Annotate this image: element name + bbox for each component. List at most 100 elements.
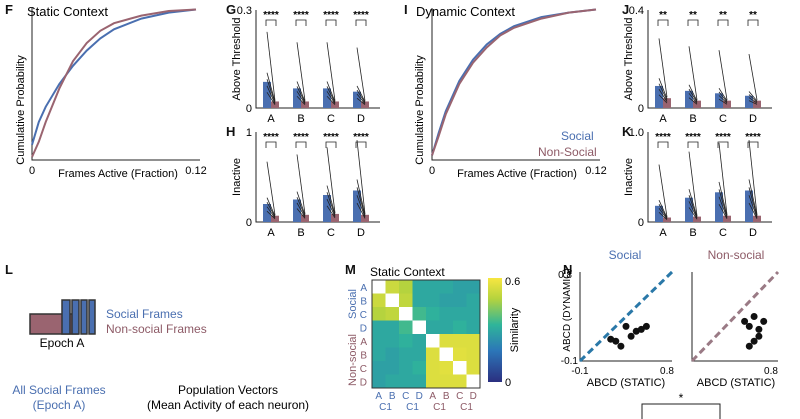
- j-sig-d: **: [749, 10, 757, 21]
- g-pair-line-d-4: [356, 47, 366, 101]
- heatmap-cell-7-4: [426, 374, 440, 389]
- g-bar-social-b: [293, 88, 301, 108]
- panel-n-sig-bracket: [641, 403, 721, 419]
- k-tick-c: C: [719, 227, 727, 239]
- g-bar-social-a: [263, 81, 271, 108]
- heatmap-cell-0-3: [412, 280, 427, 294]
- panel-n-right-identity-line: [690, 270, 780, 363]
- k-pair-line-d-4: [748, 140, 758, 216]
- g-pair-line-b-0: [296, 95, 306, 106]
- heatmap-cell-3-3: [412, 320, 427, 335]
- heatmap-cell-6-2: [399, 361, 413, 375]
- heatmap-cell-2-4: [426, 307, 440, 321]
- group-nonsocial-label: Non-social: [347, 334, 359, 386]
- k-pair-line-a-3: [658, 199, 668, 218]
- h-bar-social-c: [323, 195, 331, 222]
- panel-n-points: [607, 313, 768, 350]
- j-sig-bracket-d: [747, 19, 759, 26]
- g-pair-line-c-4: [326, 42, 336, 101]
- panel-n-ymin: -0.1: [561, 356, 579, 367]
- heatmap-cell-7-2: [399, 374, 413, 389]
- h-pair-line-b-3: [296, 191, 306, 216]
- j-ymin: 0: [638, 103, 644, 115]
- g-pair-line-a-3: [266, 72, 276, 102]
- heatmap-cell-0-7: [466, 280, 481, 294]
- heatmap-grid: [371, 279, 481, 389]
- heatmap-cell-5-6: [453, 347, 467, 362]
- k-ymax: 1.0: [629, 127, 644, 139]
- n-right-point-3: [741, 317, 749, 325]
- f-series-nonsocial-line: [31, 8, 197, 158]
- heatmap-col-label-7: D: [470, 391, 477, 402]
- heatmap-cell-1-3: [412, 293, 427, 308]
- heatmap-cell-6-5: [439, 361, 454, 375]
- g-sig-bracket-b: [295, 19, 307, 26]
- h-tick-b: B: [297, 227, 304, 239]
- k-bar-social-b: [685, 197, 693, 222]
- g-pair-line-c-0: [326, 95, 336, 106]
- k-pair-line-a-4: [658, 164, 668, 218]
- panel-i: Dynamic Context Cumulative Probability 0…: [414, 4, 607, 180]
- colorbar-min: 0: [505, 377, 511, 389]
- panel-letter-j: J: [622, 2, 630, 17]
- heatmap-cell-4-6: [453, 334, 467, 348]
- heatmap-cell-4-2: [399, 334, 413, 348]
- panel-m: Static Context 0.6 0 Similarity Social N…: [347, 265, 521, 413]
- g-pair-line-c-2: [326, 86, 336, 103]
- k-pair-line-c-4: [718, 142, 728, 216]
- h-sig-d: ****: [353, 132, 369, 143]
- g-pair-line-a-2: [266, 79, 276, 103]
- h-pair-line-a-4: [266, 161, 276, 216]
- g-pair-line-d-1: [356, 93, 366, 105]
- heatmap-cell-7-3: [412, 374, 427, 389]
- heatmap-cell-4-5: [439, 334, 454, 348]
- panel-n-ylabel: ABCD (DYNAMIC): [562, 268, 573, 351]
- heatmap-cell-5-0: [372, 347, 386, 362]
- panel-f-x0: 0: [29, 165, 35, 177]
- k-pair-line-d-2: [748, 187, 758, 218]
- j-pair-line-b-0: [688, 97, 698, 105]
- heatmap-cell-2-7: [466, 307, 481, 321]
- h-pair-line-c-4: [326, 147, 336, 214]
- h-sig-c: ****: [323, 132, 339, 143]
- heatmap-cell-4-7: [466, 334, 481, 348]
- heatmap-cell-0-0: [372, 280, 386, 294]
- j-tick-c: C: [719, 113, 727, 125]
- heatmap-row-label-2: C: [360, 310, 367, 321]
- heatmap-cell-0-6: [453, 280, 467, 294]
- g-pair-line-b-3: [296, 81, 306, 102]
- panel-letter-k: K: [622, 124, 632, 139]
- panel-f-axes: [31, 8, 200, 161]
- i-series-nonsocial-line: [431, 8, 597, 156]
- g-ylabel: Above Threshold: [231, 18, 243, 101]
- social-frame-bar-2: [71, 299, 80, 335]
- panel-i-ylabel: Cumulative Probability: [414, 55, 426, 165]
- panel-letter-i: I: [404, 2, 408, 17]
- h-pair-line-d-2: [356, 187, 366, 217]
- nonsocial-frames-label: Non-social Frames: [106, 322, 207, 336]
- h-pair-line-d-4: [356, 140, 366, 215]
- heatmap-row-label-7: D: [360, 377, 367, 388]
- panel-f-x1: 0.12: [185, 165, 206, 177]
- panel-f-lines: [31, 8, 197, 158]
- panel-letter-m: M: [345, 262, 356, 277]
- j-sig-bracket-a: [657, 19, 669, 26]
- heatmap-col-label-5: B: [443, 391, 450, 402]
- n-right-point-0: [745, 322, 753, 330]
- j-pair-line-c-1: [718, 95, 728, 104]
- j-tick-b: B: [689, 113, 696, 125]
- heatmap-cell-0-4: [426, 280, 440, 294]
- k-sig-bracket-b: [687, 141, 699, 148]
- heatmap-cell-3-2: [399, 320, 413, 335]
- k-sig-bracket-d: [747, 141, 759, 148]
- k-pair-line-c-1: [718, 196, 728, 219]
- heatmap-row-label-4: A: [360, 337, 367, 348]
- panel-n: Social Non-social ABCD (DYNAMIC) 0.8 -0.…: [558, 248, 780, 419]
- g-pair-line-d-3: [356, 85, 366, 102]
- h-pair-line-a-2: [266, 202, 276, 218]
- heatmap-cell-3-4: [426, 320, 440, 335]
- k-sig-b: ****: [685, 132, 701, 143]
- heatmap-col-label-4: A: [429, 391, 436, 402]
- heatmap-col-label-2: C: [402, 391, 409, 402]
- k-sig-a: ****: [655, 132, 671, 143]
